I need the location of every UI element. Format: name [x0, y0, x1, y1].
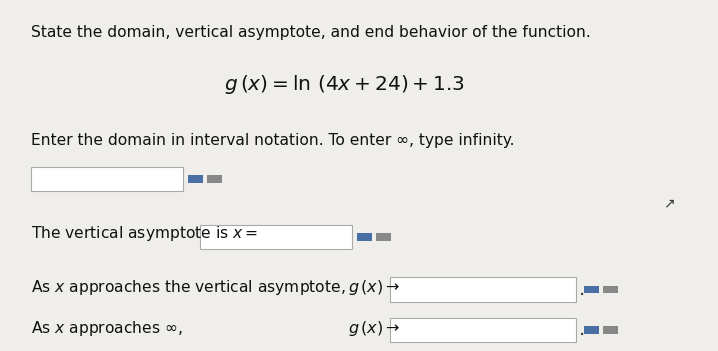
- Text: .: .: [579, 320, 586, 339]
- Text: ↗: ↗: [663, 197, 675, 211]
- Text: $g\,(x) = \ln\,(4x + 24) + 1.3$: $g\,(x) = \ln\,(4x + 24) + 1.3$: [224, 73, 465, 96]
- FancyBboxPatch shape: [584, 326, 600, 334]
- FancyBboxPatch shape: [31, 167, 183, 191]
- FancyBboxPatch shape: [188, 175, 203, 183]
- Text: As $x$ approaches the vertical asymptote,: As $x$ approaches the vertical asymptote…: [31, 278, 345, 297]
- FancyBboxPatch shape: [200, 225, 352, 249]
- FancyBboxPatch shape: [603, 326, 618, 334]
- FancyBboxPatch shape: [358, 233, 373, 241]
- FancyBboxPatch shape: [390, 318, 576, 342]
- Text: State the domain, vertical asymptote, and end behavior of the function.: State the domain, vertical asymptote, an…: [31, 25, 591, 40]
- FancyBboxPatch shape: [207, 175, 222, 183]
- Text: As $x$ approaches $\infty$,: As $x$ approaches $\infty$,: [31, 319, 182, 338]
- Text: Enter the domain in interval notation. To enter ∞, type infinity.: Enter the domain in interval notation. T…: [31, 133, 515, 148]
- Text: The vertical asymptote is $x =$: The vertical asymptote is $x =$: [31, 224, 258, 243]
- FancyBboxPatch shape: [390, 277, 576, 302]
- FancyBboxPatch shape: [584, 286, 600, 293]
- Text: $g\,(x) \rightarrow$: $g\,(x) \rightarrow$: [348, 278, 401, 297]
- Text: $g\,(x) \rightarrow$: $g\,(x) \rightarrow$: [348, 319, 401, 338]
- FancyBboxPatch shape: [376, 233, 391, 241]
- Text: .: .: [579, 280, 586, 299]
- FancyBboxPatch shape: [603, 286, 618, 293]
